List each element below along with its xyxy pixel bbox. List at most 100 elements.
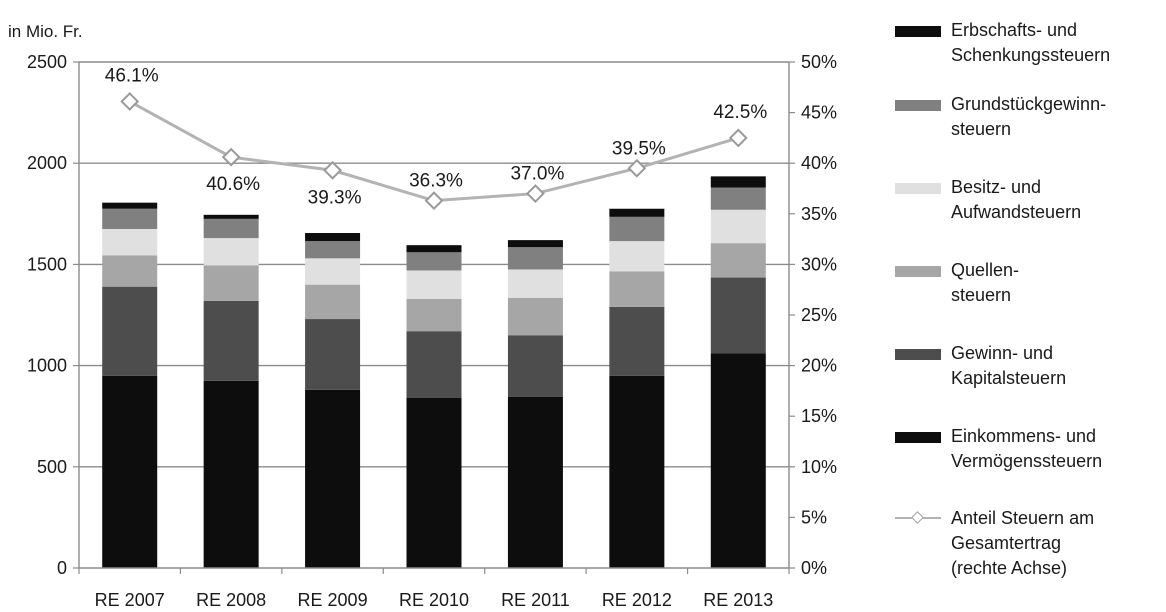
legend-label: Vermögenssteuern xyxy=(951,451,1103,471)
y2-tick-label: 45% xyxy=(801,103,837,123)
share-line xyxy=(120,92,748,211)
bar-segment xyxy=(406,270,462,299)
bar-segment xyxy=(203,218,259,239)
legend-label: Aufwandsteuern xyxy=(951,202,1082,222)
legend-line-marker-icon xyxy=(895,508,941,528)
legend-label: steuern xyxy=(951,285,1012,305)
legend-label: Schenkungssteuern xyxy=(951,45,1111,65)
y2-tick-label: 30% xyxy=(801,254,837,274)
legend-label: Gewinn- und xyxy=(951,343,1054,363)
bar-segment xyxy=(305,284,361,320)
y2-tick-label: 25% xyxy=(801,305,837,325)
y2-tick-label: 0% xyxy=(801,558,827,578)
bar-segment xyxy=(203,265,259,301)
share-point-marker xyxy=(221,147,241,167)
y2-tick-label: 10% xyxy=(801,457,837,477)
share-labels: 46.1% 40.6% 39.3% 36.3% 37.0% 39.5% 42.5% xyxy=(105,65,768,208)
legend-label: Kapitalsteuern xyxy=(951,368,1067,388)
share-data-label: 39.3% xyxy=(308,187,362,208)
bar-segment xyxy=(507,240,563,248)
share-point-marker xyxy=(526,184,545,203)
bar-segment xyxy=(507,269,563,298)
legend-swatch-einkommen xyxy=(895,432,941,443)
bar-segment xyxy=(710,187,766,210)
share-point-marker xyxy=(627,158,647,178)
legend-label: steuern xyxy=(951,119,1012,139)
bar-segment xyxy=(609,241,665,272)
bar-segment xyxy=(710,176,766,188)
y2-tick-label: 20% xyxy=(801,356,837,376)
left-axis-ticks: 0 500 1000 1500 2000 2500 xyxy=(27,52,67,578)
bar-segment xyxy=(406,331,462,398)
share-point-marker xyxy=(120,92,140,111)
share-data-label: 39.5% xyxy=(612,138,666,159)
share-data-label: 42.5% xyxy=(713,102,767,123)
bar-segment xyxy=(203,300,259,381)
y-axis-title: in Mio. Fr. xyxy=(8,22,83,41)
bar-segment xyxy=(609,306,665,376)
y-tick-label: 0 xyxy=(57,558,67,578)
x-tick-label: RE 2011 xyxy=(501,590,570,610)
x-tick-label: RE 2012 xyxy=(602,590,672,610)
x-tick-label: RE 2007 xyxy=(95,590,165,610)
share-point-marker xyxy=(424,191,444,211)
bar-segment xyxy=(305,241,361,259)
bar-segment xyxy=(609,208,665,217)
y2-tick-label: 40% xyxy=(801,153,837,173)
y2-tick-label: 15% xyxy=(801,406,837,426)
legend-swatch-gewinn xyxy=(895,349,941,360)
share-data-label: 46.1% xyxy=(105,65,159,86)
legend-label: Einkommens- und xyxy=(951,426,1097,446)
bar-segment xyxy=(203,214,259,219)
y2-tick-label: 5% xyxy=(801,507,827,527)
legend-swatch-erbschaft xyxy=(895,26,941,37)
bar-segment xyxy=(406,397,462,568)
legend-item-anteil: Anteil Steuern am Gesamtertrag (rechte Ach… xyxy=(895,506,1163,581)
bar-segment xyxy=(710,277,766,354)
bar-segment xyxy=(507,335,563,397)
bar-segment xyxy=(609,216,665,242)
bar-segment xyxy=(305,258,361,285)
legend-item-erbschaft: Erbschafts- und Schenkungssteuern xyxy=(895,18,1163,92)
bar-segment xyxy=(305,389,361,568)
bar-segment xyxy=(507,396,563,568)
bars xyxy=(102,176,766,568)
bar-segment xyxy=(203,238,259,266)
legend-item-besitz: Besitz- und Aufwandsteuern xyxy=(895,175,1163,258)
bar-segment xyxy=(507,297,563,336)
y-tick-label: 2000 xyxy=(27,153,67,173)
stacked-bar-chart: 0 500 1000 1500 2000 2500 0% 5% 10% 15% 20% 25% 30%… xyxy=(27,52,837,610)
legend-label: Grundstückgewinn- xyxy=(951,94,1107,114)
bar-segment xyxy=(609,375,665,568)
share-data-label: 40.6% xyxy=(206,174,260,195)
bar-segment xyxy=(406,245,462,253)
bar-segment xyxy=(102,208,158,229)
y-tick-label: 1000 xyxy=(27,356,67,376)
bar-segment xyxy=(406,252,462,271)
bar-segment xyxy=(710,209,766,244)
share-point-marker xyxy=(728,128,748,148)
bar-segment xyxy=(305,319,361,390)
legend-label: Gesamtertrag xyxy=(951,533,1062,553)
bar-segment xyxy=(305,233,361,242)
legend-swatch-besitz xyxy=(895,183,941,194)
axes xyxy=(73,61,795,574)
x-tick-label: RE 2009 xyxy=(298,590,368,610)
bar-segment xyxy=(203,380,259,568)
legend-item-gewinn: Gewinn- und Kapitalsteuern xyxy=(895,341,1163,424)
legend-label: Erbschafts- und xyxy=(951,20,1078,40)
bar-segment xyxy=(710,243,766,278)
bar-segment xyxy=(609,271,665,307)
y2-tick-label: 35% xyxy=(801,204,837,224)
bar-segment xyxy=(406,298,462,332)
legend-swatch-grundstueck xyxy=(895,100,941,111)
legend: Erbschafts- und Schenkungssteuern Grundst… xyxy=(895,18,1163,581)
legend-item-einkommen: Einkommens- und Vermögenssteuern xyxy=(895,424,1163,506)
bar-segment xyxy=(102,255,158,287)
y-tick-label: 1500 xyxy=(27,254,67,274)
legend-label: Anteil Steuern am xyxy=(951,508,1095,528)
legend-item-quellen: Quellen-steuern xyxy=(895,258,1163,341)
y-tick-label: 500 xyxy=(37,457,67,477)
share-data-label: 37.0% xyxy=(510,164,564,185)
bar-segment xyxy=(102,228,158,256)
